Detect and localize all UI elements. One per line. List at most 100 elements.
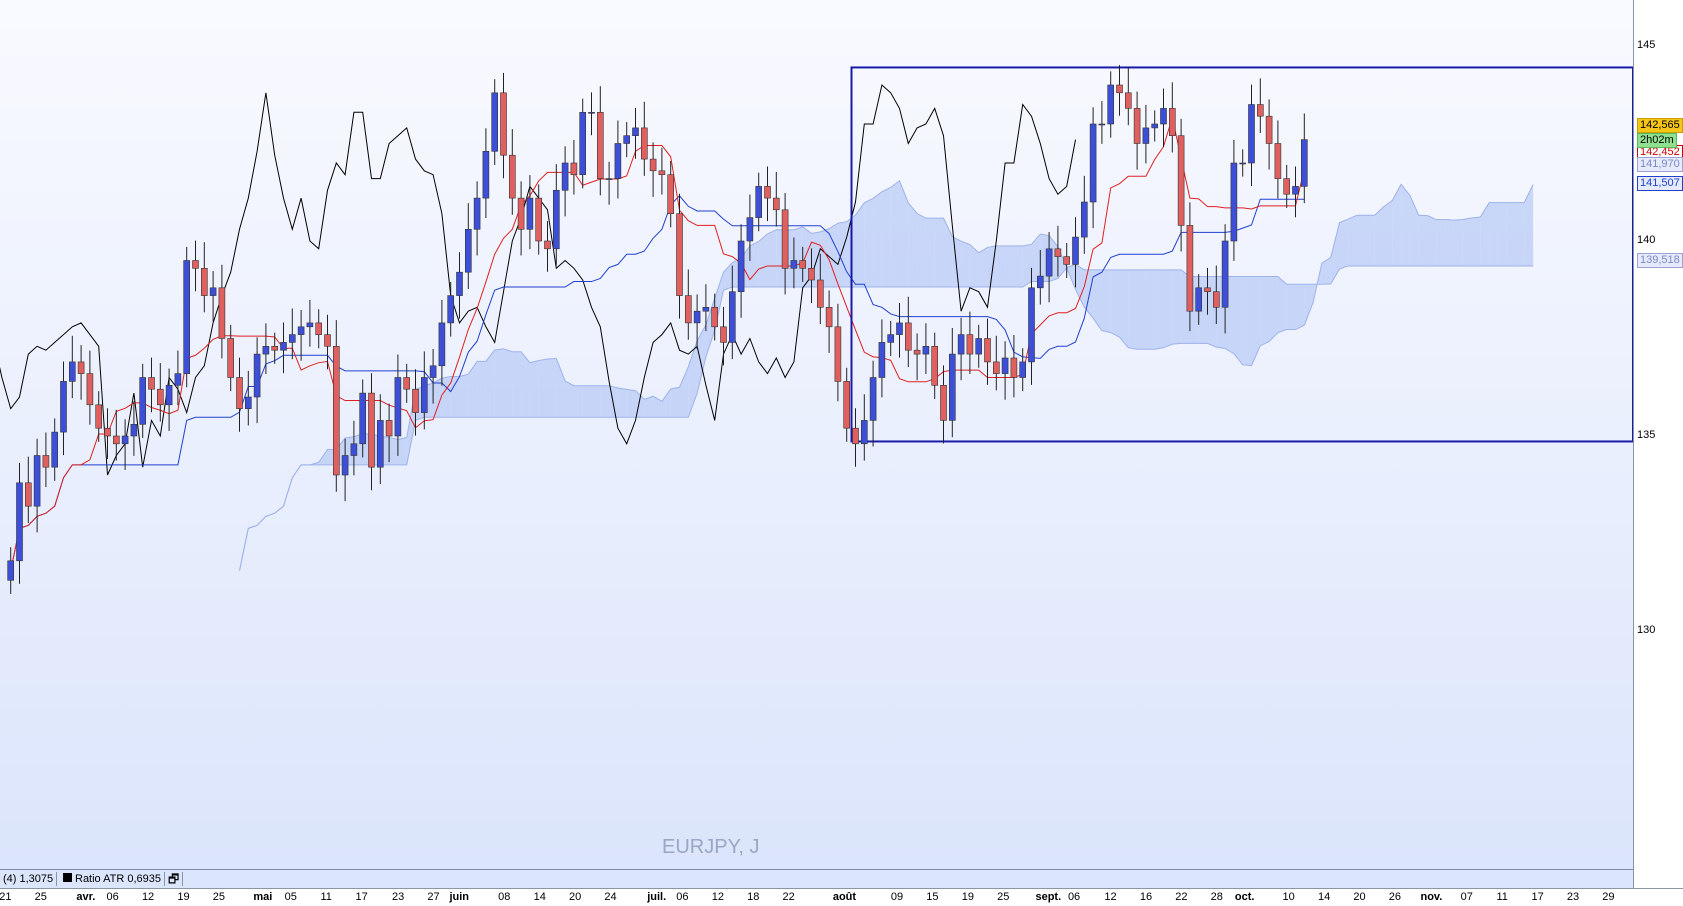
candle-up [728, 291, 736, 343]
cloud-segment [1242, 276, 1252, 366]
candle-down [676, 213, 683, 296]
atr-indicator[interactable]: (4) 1,3075 [0, 872, 58, 886]
price-tick: 140 [1637, 234, 1656, 246]
date-tick-label: avr. [76, 891, 96, 903]
candle-up [922, 345, 930, 355]
cloud-segment [873, 191, 882, 288]
candle-up [456, 271, 463, 296]
date-tick-label: 25 [212, 891, 226, 903]
date-axis[interactable]: 21 25 avr. 06 12 19 25 mai 05 11 17 23 27 juin 08 14 20 2… [0, 888, 1683, 906]
candle-down [24, 482, 32, 507]
date-tick-label: 11 [1496, 891, 1508, 903]
candle-down [95, 404, 102, 429]
candle-down [931, 345, 939, 386]
cloud-segment [758, 233, 768, 288]
cloud-segment [397, 437, 407, 465]
candle-up [746, 217, 754, 242]
senkou-span-a-line [239, 179, 1534, 571]
cloud-segment [1137, 269, 1146, 350]
candle-up [121, 435, 129, 445]
candle-up [1107, 84, 1114, 125]
cloud-segment [943, 218, 953, 288]
candle-up [359, 392, 367, 445]
cloud-segment [1462, 217, 1472, 266]
cloud-segment [441, 376, 451, 418]
cloud-segment [468, 361, 478, 418]
candle-up [1001, 357, 1009, 374]
candle-down [966, 334, 974, 355]
date-tick-label: oct. [1234, 891, 1255, 903]
candle-up [1151, 123, 1158, 129]
cloud-segment [1392, 184, 1402, 266]
cloud-segment [1401, 184, 1410, 266]
candle-down [500, 92, 507, 156]
cloud-segment [1119, 269, 1129, 348]
candle-up [491, 92, 499, 152]
restore-window-icon[interactable]: 🗗 [165, 872, 184, 886]
date-tick-label: 10 [1282, 891, 1295, 903]
candle-down [1116, 84, 1123, 94]
last-price-tag: 142,565 [1637, 118, 1683, 133]
cloud-segment [961, 241, 970, 288]
span-a-price-tag: 141,970 [1637, 157, 1683, 172]
price-axis[interactable]: 145 140 135 130 142,452 142,565 2h02m 14… [1633, 0, 1683, 888]
cloud-segment [626, 389, 636, 418]
candle-down [412, 388, 419, 413]
cloud-segment [1163, 269, 1173, 348]
date-tick-label: 17 [1531, 891, 1544, 903]
candle-up [1221, 240, 1229, 308]
chart-plot-area[interactable]: EURJPY, J [0, 0, 1633, 869]
date-tick-label: 06 [1067, 891, 1081, 903]
cloud-segment [1022, 244, 1032, 288]
ratio-atr-indicator[interactable]: Ratio ATR 0,6935 [60, 872, 166, 886]
cloud-segment [512, 351, 522, 418]
cloud-segment [881, 187, 891, 288]
candle-down [720, 326, 727, 343]
cloud-segment [1145, 269, 1155, 350]
symbol-watermark: EURJPY, J [662, 836, 760, 858]
cloud-segment [899, 180, 909, 288]
candle-up [253, 353, 261, 398]
cloud-segment [1330, 222, 1340, 284]
candle-down [764, 186, 771, 199]
candle-down [104, 427, 111, 437]
cloud-segment [617, 388, 627, 418]
cloud-segment [908, 202, 918, 288]
candle-timer-tag: 2h02m [1637, 133, 1677, 148]
date-tick-label: 15 [926, 891, 939, 903]
cloud-segment [1339, 218, 1349, 270]
kijun-price-tag: 141,507 [1637, 176, 1683, 191]
date-tick-label: 09 [890, 891, 904, 903]
candle-down [1177, 135, 1185, 226]
candle-up [1160, 108, 1167, 125]
candle-up [1195, 287, 1202, 312]
cloud-segment [890, 180, 900, 288]
candle-up [1037, 275, 1044, 289]
candlestick-chart[interactable] [0, 0, 1633, 869]
cloud-segment [1269, 276, 1278, 342]
cloud-segment [556, 358, 566, 418]
candle-down [772, 197, 780, 211]
candle-down [1265, 115, 1273, 144]
candle-up [860, 420, 868, 445]
candle-up [878, 342, 886, 378]
date-tick-label: août [832, 891, 857, 903]
cloud-segment [1427, 215, 1437, 266]
cloud-segment [503, 348, 513, 418]
candle-up [632, 127, 639, 137]
cloud-segment [1348, 215, 1358, 266]
candle-down [640, 127, 648, 160]
cloud-segment [1075, 264, 1085, 308]
candle-up [262, 345, 270, 355]
candle-up [1081, 201, 1088, 238]
price-tick: 130 [1637, 624, 1656, 636]
cloud-segment [1013, 245, 1023, 288]
cloud-segment [1172, 269, 1182, 345]
cloud-segment [767, 229, 777, 288]
cloud-segment [1383, 200, 1393, 266]
cloud-segment [521, 351, 530, 418]
date-tick-label: 07 [1460, 891, 1473, 903]
candle-up [447, 295, 455, 324]
range-box [850, 66, 1633, 443]
date-tick-label: 20 [1353, 891, 1366, 903]
